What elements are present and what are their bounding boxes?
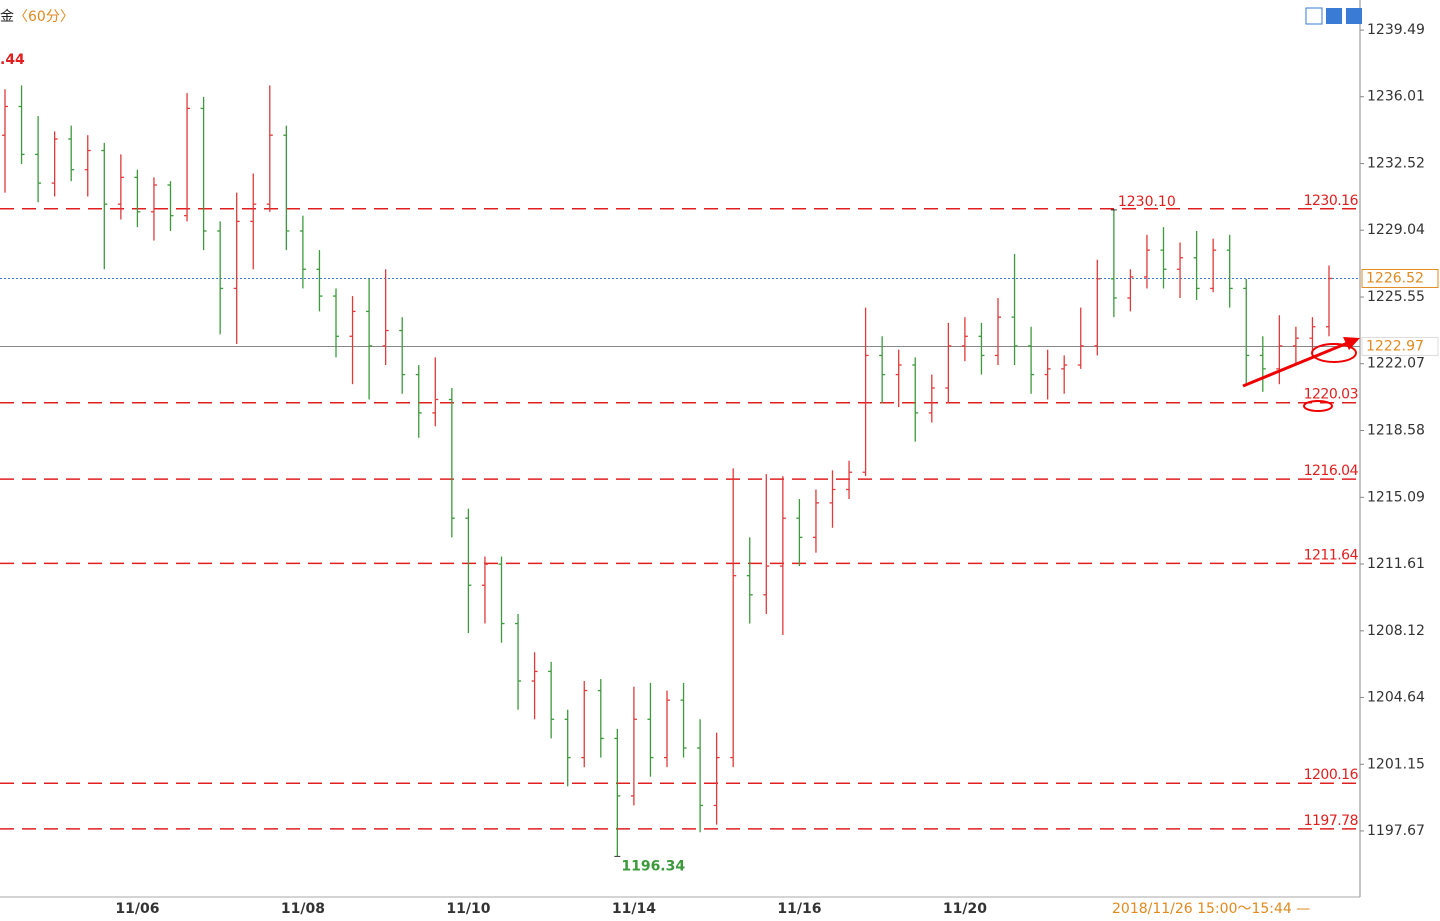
chart-title: 金 — [0, 9, 14, 25]
crosshair-box — [1361, 336, 1439, 356]
y-tick-label: 1197.67 — [1367, 823, 1425, 839]
level-label: 1197.78 — [1304, 813, 1358, 829]
level-label: 1220.03 — [1304, 387, 1358, 403]
x-tick-label: 11/10 — [446, 901, 490, 917]
x-tick-label: 11/14 — [612, 901, 656, 917]
arrow-line — [1242, 340, 1351, 388]
level-label: 1216.04 — [1304, 463, 1359, 479]
period-label: 〈60分〉 — [14, 9, 74, 25]
y-tick-label: 1232.52 — [1367, 156, 1425, 172]
x-tick-label: 11/06 — [115, 901, 159, 917]
x-tick-label: 11/20 — [943, 901, 987, 917]
toolbar — [1305, 7, 1362, 25]
low-label: 1196.34 — [621, 858, 685, 874]
level-label: 1230.16 — [1304, 193, 1359, 209]
y-tick-label: 1229.04 — [1367, 222, 1425, 238]
tool-button[interactable] — [1326, 8, 1342, 24]
y-tick-label: 1208.12 — [1367, 623, 1425, 639]
y-tick-label: 1222.07 — [1367, 356, 1425, 372]
y-tick-label: 1225.55 — [1367, 289, 1425, 305]
time-range: 2018/11/26 15:00～15:44 — — [1112, 901, 1310, 917]
y-tick-label: 1218.58 — [1367, 423, 1425, 439]
high-label: 1230.10 — [1118, 194, 1176, 210]
tool-button[interactable] — [1346, 8, 1362, 24]
last-price-label: 1226.52 — [1366, 270, 1424, 286]
y-tick-label: 1204.64 — [1367, 689, 1425, 705]
circle-mark — [1303, 400, 1333, 412]
y-tick-label: 1201.15 — [1367, 756, 1425, 772]
level-label: 1211.64 — [1304, 547, 1359, 563]
arrow-head — [1343, 337, 1360, 350]
y-tick-label: 1239.49 — [1367, 22, 1425, 38]
drawings — [1242, 337, 1360, 412]
circle-mark — [1311, 343, 1357, 363]
x-tick-label: 11/08 — [281, 901, 325, 917]
y-tick-label: 1211.61 — [1367, 556, 1425, 572]
y-tick-label: 1215.09 — [1367, 489, 1425, 505]
level-label: 1200.16 — [1304, 767, 1359, 783]
x-tick-label: 11/16 — [777, 901, 821, 917]
y-tick-label: 1236.01 — [1367, 89, 1425, 105]
crosshair-label: 1222.97 — [1366, 338, 1424, 354]
annotation: .44 — [0, 52, 25, 68]
tool-button[interactable] — [1305, 7, 1323, 25]
last-price-box — [1361, 268, 1439, 288]
